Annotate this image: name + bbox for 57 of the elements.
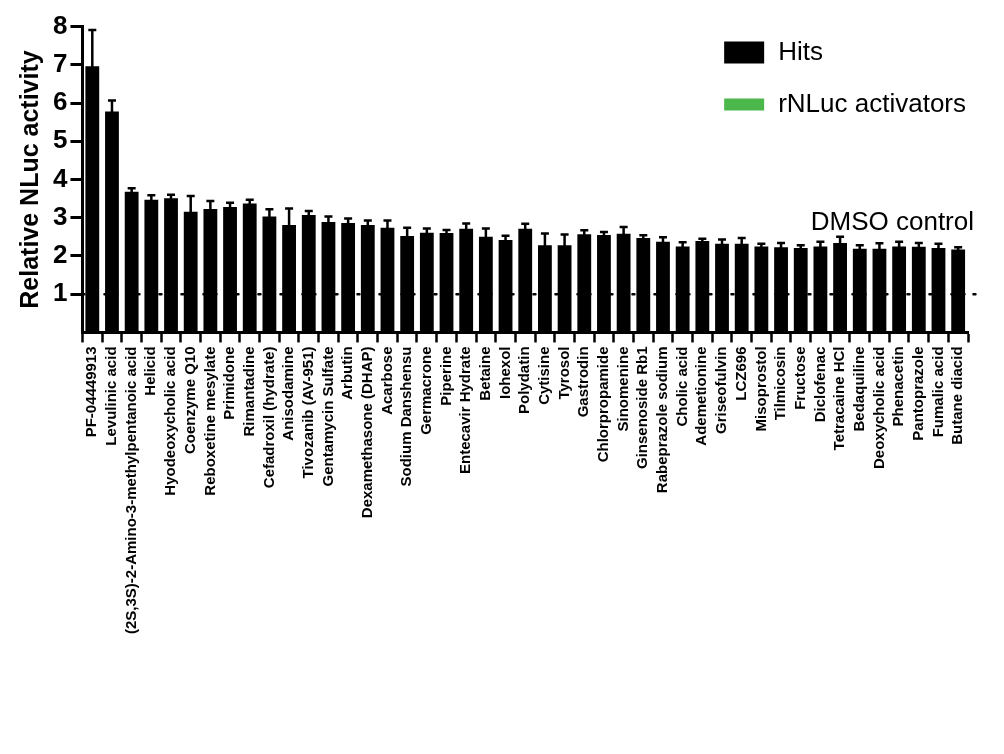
- x-tick-label: Tetracaine HCl: [830, 346, 848, 451]
- x-tick-label: Sinomenine: [613, 346, 631, 432]
- x-tick-label: Piperine: [436, 346, 454, 406]
- y-tick-label: 2: [52, 239, 68, 270]
- x-tick-label: Rabeprazole sodium: [653, 346, 671, 494]
- x-tick-label: Diclofenac: [810, 346, 828, 423]
- x-tick-label: Arbutin: [338, 346, 356, 400]
- x-tick-label: LCZ696: [731, 346, 749, 401]
- x-tick-label: Hyodeoxycholic acid: [161, 346, 179, 496]
- x-tick-label: Primidone: [220, 346, 238, 420]
- x-tick-label: Reboxetine mesylate: [200, 346, 218, 496]
- legend-label: rNLuc activators: [778, 87, 966, 118]
- x-tick-label: Phenacetin: [889, 346, 907, 427]
- x-tick-label: (2S,3S)-2-Amino-3-methylpentanoic acid: [121, 346, 139, 635]
- x-tick-label: Levulinic acid: [102, 346, 120, 446]
- y-tick-label: 6: [52, 86, 68, 117]
- x-tick-label: Cytisine: [535, 346, 553, 405]
- x-tick-label: Pantoprazole: [908, 346, 926, 441]
- x-tick-label: Bedaquiline: [849, 346, 867, 432]
- x-tick-label: Rimantadine: [239, 346, 257, 437]
- x-tick-label: Polydatin: [515, 346, 533, 414]
- x-tick-label: Misoprostol: [751, 346, 769, 432]
- y-tick-label: 4: [52, 162, 68, 193]
- x-tick-label: Dexamethasone (DHAP): [357, 346, 375, 519]
- x-tick-label: Gentamycin Sulfate: [318, 346, 336, 487]
- x-tick-label: Tyrosol: [554, 346, 572, 400]
- x-tick-label: Butane diacid: [948, 346, 966, 445]
- x-tick-label: Fructose: [790, 346, 808, 410]
- x-tick-label: Iohexol: [495, 346, 513, 399]
- x-tick-label: Ginsenoside Rb1: [633, 346, 651, 469]
- x-tick-label: Deoxycholic acid: [869, 346, 887, 470]
- x-tick-label: Betaine: [476, 346, 494, 401]
- x-tick-label: Griseofulvin: [712, 346, 730, 434]
- ref-line-label: DMSO control: [810, 206, 974, 237]
- y-tick-label: 1: [52, 277, 68, 308]
- x-tick-label: Tivozanib (AV-951): [298, 346, 316, 479]
- x-tick-label: Cefadroxil (hydrate): [259, 346, 277, 489]
- y-tick-label: 3: [52, 200, 68, 231]
- x-tick-label: Acarbose: [377, 346, 395, 415]
- x-tick-label: Anisodamine: [279, 346, 297, 441]
- x-tick-label: Sodium Danshensu: [397, 346, 415, 487]
- x-tick-label: Entecavir Hydrate: [456, 346, 474, 475]
- x-tick-label: Coenzyme Q10: [180, 346, 198, 454]
- y-tick-label: 8: [52, 9, 68, 40]
- y-tick-label: 7: [52, 48, 68, 78]
- y-axis-title: Relative NLuc activity: [14, 50, 43, 309]
- x-tick-label: Ademetionine: [692, 346, 710, 446]
- x-tick-label: Chlorpropamide: [594, 346, 612, 463]
- y-tick-label: 5: [52, 124, 68, 155]
- x-tick-label: Tilmicosin: [771, 346, 789, 421]
- x-tick-label: Gastrodin: [574, 346, 592, 418]
- legend-label: Hits: [778, 35, 823, 66]
- x-tick-label: Germacrone: [416, 346, 434, 435]
- x-tick-label: Fumalic acid: [928, 346, 946, 438]
- x-tick-label: PF-04449913: [82, 346, 100, 438]
- x-tick-label: Cholic acid: [672, 346, 690, 427]
- x-tick-label: Helicid: [141, 346, 159, 396]
